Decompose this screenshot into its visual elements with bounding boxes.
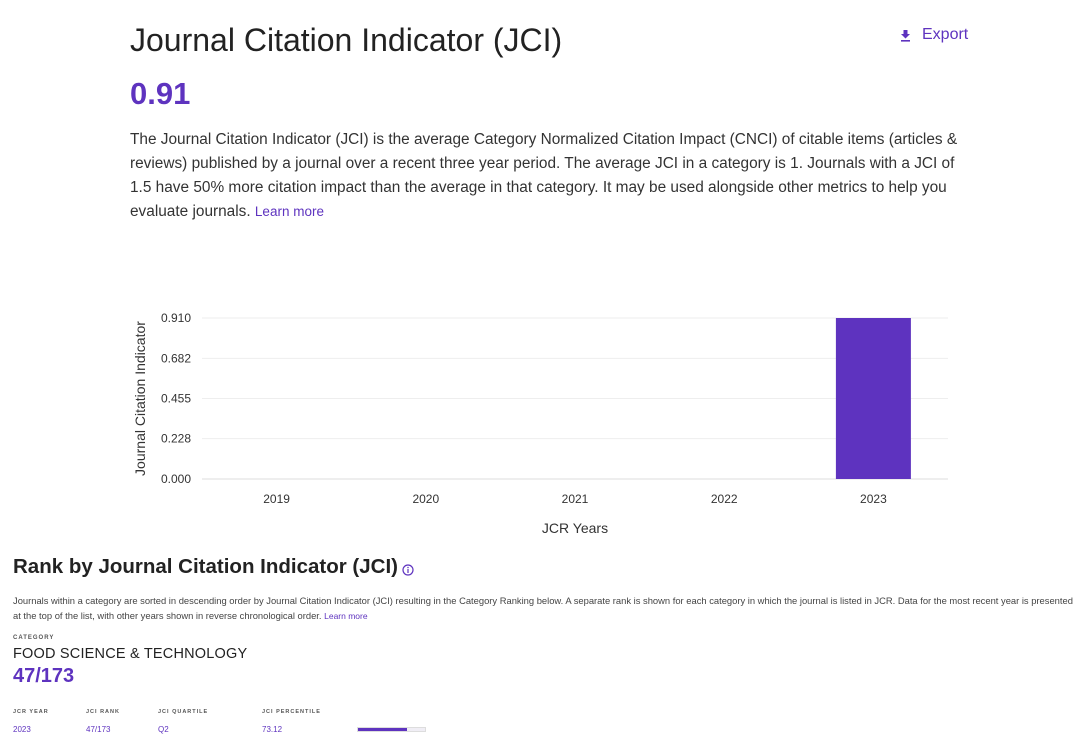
- y-tick-label: 0.455: [161, 392, 191, 406]
- category-name: FOOD SCIENCE & TECHNOLOGY: [13, 646, 248, 662]
- rank-description-text: Journals within a category are sorted in…: [13, 595, 1073, 621]
- rank-learn-more-link[interactable]: Learn more: [324, 611, 368, 621]
- rank-description: Journals within a category are sorted in…: [13, 593, 1075, 624]
- category-label: CATEGORY: [13, 635, 55, 641]
- learn-more-link[interactable]: Learn more: [254, 204, 324, 219]
- row-jci-quartile: Q2: [158, 725, 169, 734]
- row-jci-rank: 47/173: [86, 725, 111, 734]
- y-tick-label: 0.228: [161, 432, 191, 446]
- x-tick-label: 2019: [263, 492, 290, 506]
- info-icon[interactable]: [402, 564, 414, 576]
- export-label: Export: [922, 26, 969, 43]
- row-jcr-year: 2023: [13, 725, 31, 734]
- y-axis-label: Journal Citation Indicator: [132, 321, 148, 476]
- download-icon: [901, 29, 910, 42]
- x-tick-label: 2020: [412, 492, 439, 506]
- jci-value: 0.91: [130, 76, 191, 111]
- header-jci-rank: JCI RANK: [86, 709, 120, 715]
- jci-bar-chart: 0.000 0.228 0.455 0.682 0.910 2019 2020 2021 202…: [132, 311, 948, 536]
- x-tick-label: 2022: [711, 492, 738, 506]
- header-jcr-year: JCR YEAR: [13, 709, 49, 715]
- row-jci-percentile: 73.12: [262, 725, 283, 734]
- category-rank: 47/173: [13, 665, 75, 687]
- y-tick-label: 0.910: [161, 311, 191, 325]
- x-tick-label: 2021: [562, 492, 589, 506]
- x-tick-label: 2023: [860, 492, 887, 506]
- percentile-bar: [357, 727, 426, 732]
- jci-description: The Journal Citation Indicator (JCI) is …: [130, 128, 975, 224]
- rank-section-title: Rank by Journal Citation Indicator (JCI): [13, 555, 414, 579]
- jci-description-text: The Journal Citation Indicator (JCI) is …: [130, 131, 958, 220]
- y-tick-label: 0.682: [161, 351, 191, 365]
- x-axis-label: JCR Years: [542, 520, 608, 536]
- header-jci-quartile: JCI QUARTILE: [158, 709, 209, 715]
- percentile-bar-fill: [358, 728, 407, 731]
- rank-section-title-text: Rank by Journal Citation Indicator (JCI): [13, 555, 398, 578]
- page-title: Journal Citation Indicator (JCI): [130, 22, 563, 58]
- export-button[interactable]: Export: [899, 26, 968, 44]
- bar-2023: [835, 318, 911, 479]
- header-jci-percentile: JCI PERCENTILE: [262, 709, 321, 715]
- y-tick-label: 0.000: [161, 472, 191, 486]
